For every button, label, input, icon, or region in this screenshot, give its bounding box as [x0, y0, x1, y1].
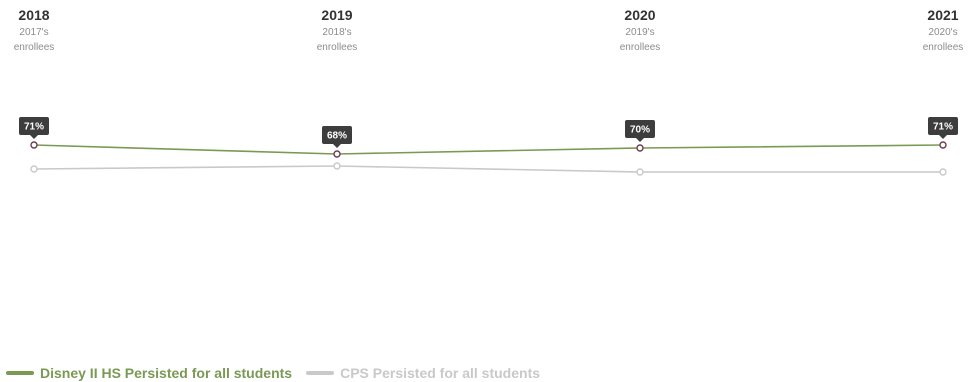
data-label-bg	[322, 126, 352, 144]
data-label-bg	[19, 117, 49, 135]
persistence-line-chart: 2018 2017's enrollees 2019 2018's enrollees 20…	[14, 7, 964, 176]
data-point-district	[939, 168, 947, 176]
x-tick-year: 2018	[18, 7, 49, 23]
data-label-pointer	[333, 144, 341, 148]
data-point-school	[30, 141, 38, 149]
x-tick-cohort-suffix: enrollees	[317, 42, 358, 53]
data-point-school	[333, 150, 341, 158]
legend-label-district: CPS Persisted for all students	[340, 365, 541, 381]
legend-swatch-district	[306, 371, 335, 375]
x-tick-year: 2020	[624, 7, 655, 23]
series-line-district	[33, 165, 943, 173]
data-label-bg	[928, 117, 958, 135]
x-tick-cohort: 2019's	[625, 27, 654, 38]
x-tick-cohort-suffix: enrollees	[923, 42, 964, 53]
x-tick-year: 2019	[321, 7, 352, 23]
data-point-school	[939, 141, 947, 149]
x-tick-cohort-suffix: enrollees	[14, 42, 55, 53]
x-tick-cohort: 2020's	[928, 27, 957, 38]
chart-legend: Disney II HS Persisted for all students …	[6, 364, 554, 382]
data-point-district	[636, 168, 644, 176]
data-point-district	[333, 162, 341, 170]
data-label-bg	[625, 120, 655, 138]
data-point-district	[30, 165, 38, 173]
x-tick-cohort-suffix: enrollees	[620, 42, 661, 53]
legend-swatch-school	[6, 371, 34, 375]
data-label: 68%	[327, 131, 347, 142]
x-tick-cohort: 2018's	[322, 27, 351, 38]
series-line-school	[33, 144, 944, 155]
data-label: 71%	[24, 122, 44, 133]
data-label-pointer	[30, 135, 38, 139]
data-label: 70%	[630, 125, 650, 136]
legend-item-school[interactable]: Disney II HS Persisted for all students	[6, 365, 292, 381]
legend-label-school: Disney II HS Persisted for all students	[40, 365, 293, 381]
data-point-school	[636, 144, 644, 152]
data-label-pointer	[636, 138, 644, 142]
x-tick-cohort: 2017's	[19, 27, 48, 38]
legend-item-district[interactable]: CPS Persisted for all students	[306, 365, 540, 381]
data-label: 71%	[933, 122, 953, 133]
data-label-pointer	[939, 135, 947, 139]
x-tick-year: 2021	[927, 7, 958, 23]
